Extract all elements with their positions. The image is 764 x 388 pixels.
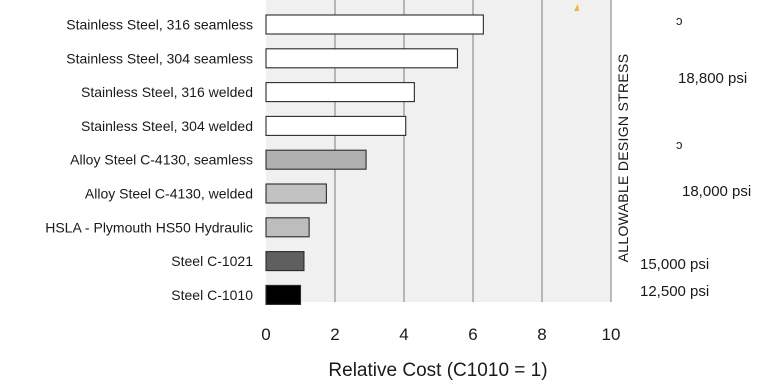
bar bbox=[265, 82, 415, 103]
category-label: Alloy Steel C-4130, seamless bbox=[70, 152, 253, 168]
category-label: Steel C-1010 bbox=[171, 287, 253, 303]
side-axis-title: ALLOWABLE DESIGN STRESS bbox=[615, 54, 631, 263]
bracket-mark: ɔ bbox=[676, 13, 683, 28]
category-label: HSLA - Plymouth HS50 Hydraulic bbox=[45, 219, 253, 235]
accent-mark bbox=[574, 4, 579, 11]
x-tick-label: 10 bbox=[602, 325, 621, 344]
x-axis-title: Relative Cost (C1010 = 1) bbox=[328, 360, 547, 381]
bar bbox=[265, 251, 305, 272]
bar bbox=[265, 217, 310, 238]
stress-label: 18,000 psi bbox=[682, 183, 751, 200]
x-tick-label: 4 bbox=[399, 325, 408, 344]
category-label: Alloy Steel C-4130, welded bbox=[85, 186, 253, 202]
x-tick-label: 6 bbox=[468, 325, 477, 344]
bracket-mark: ɔ bbox=[676, 137, 683, 152]
stress-label: 15,000 psi bbox=[640, 256, 709, 273]
category-label: Stainless Steel, 304 welded bbox=[81, 118, 253, 134]
stress-labels: 18,800 psi 18,000 psi 15,000 psi 12,500 … bbox=[640, 70, 751, 300]
x-tick-label: 2 bbox=[330, 325, 339, 344]
bar bbox=[265, 183, 327, 204]
x-tick-labels: 0 2 4 6 8 10 bbox=[261, 325, 620, 344]
category-label: Stainless Steel, 316 welded bbox=[81, 84, 253, 100]
bar bbox=[265, 284, 302, 305]
category-label: Stainless Steel, 316 seamless bbox=[66, 17, 253, 33]
category-labels: Stainless Steel, 316 seamless Stainless S… bbox=[45, 17, 253, 303]
category-label: Steel C-1021 bbox=[171, 253, 253, 269]
x-tick-label: 0 bbox=[261, 325, 270, 344]
bar bbox=[265, 115, 407, 136]
bar bbox=[265, 14, 484, 35]
bars bbox=[265, 14, 484, 305]
stress-label: 12,500 psi bbox=[640, 283, 709, 300]
category-label: Stainless Steel, 304 seamless bbox=[66, 50, 253, 66]
x-tick-label: 8 bbox=[537, 325, 546, 344]
bar bbox=[265, 149, 367, 170]
stress-label: 18,800 psi bbox=[678, 70, 747, 87]
bar bbox=[265, 48, 459, 69]
